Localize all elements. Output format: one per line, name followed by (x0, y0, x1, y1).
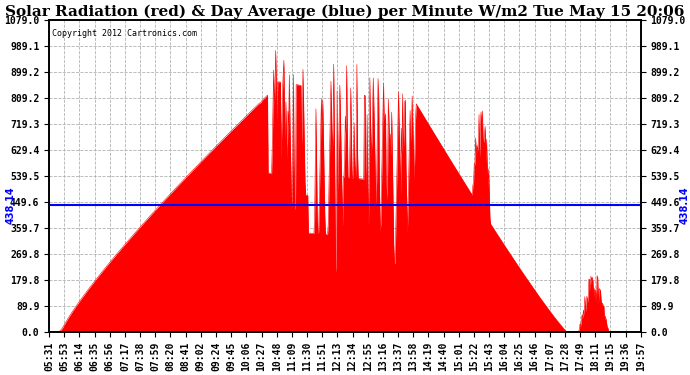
Text: 438.14: 438.14 (680, 186, 690, 224)
Title: Solar Radiation (red) & Day Average (blue) per Minute W/m2 Tue May 15 20:06: Solar Radiation (red) & Day Average (blu… (6, 4, 684, 18)
Text: Copyright 2012 Cartronics.com: Copyright 2012 Cartronics.com (52, 29, 197, 38)
Text: 438.14: 438.14 (6, 186, 16, 224)
